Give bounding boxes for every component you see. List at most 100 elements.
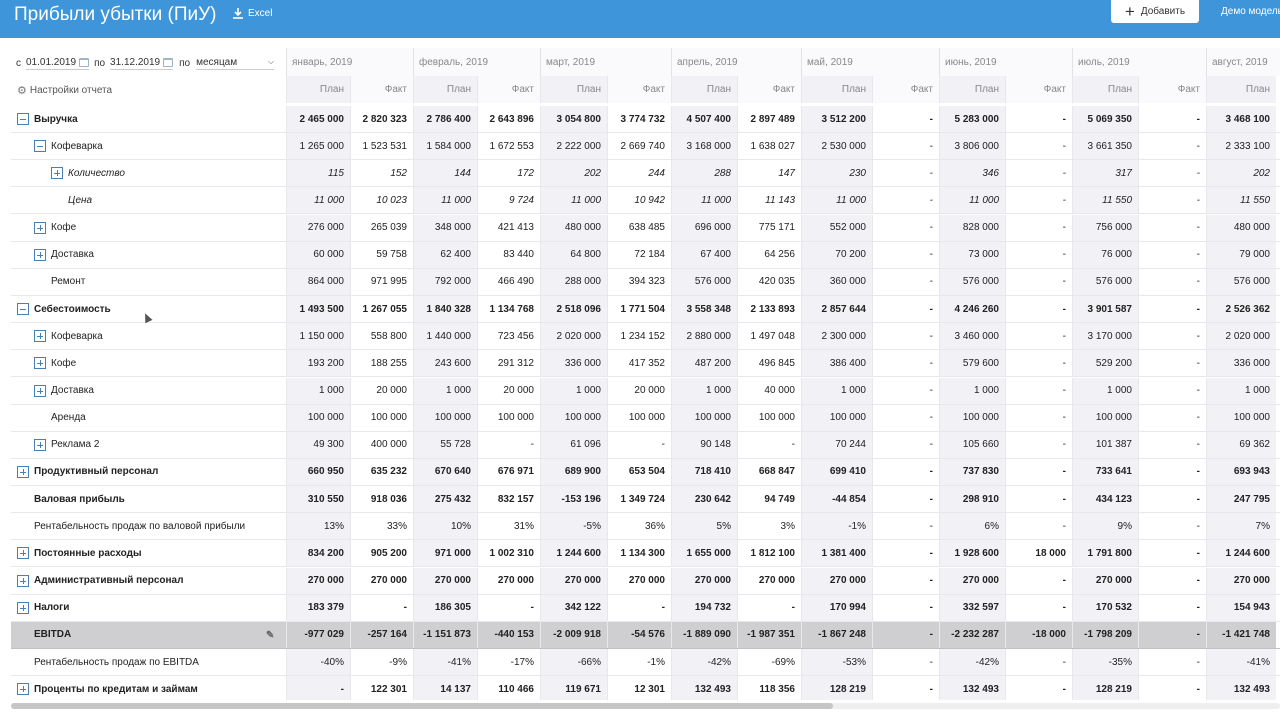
minus-square-icon[interactable] (17, 303, 29, 316)
table-row: Продуктивный персонал 660 950 635 232 670 6… (11, 458, 1280, 486)
plus-square-icon[interactable] (17, 601, 29, 614)
plus-square-icon[interactable] (34, 438, 46, 451)
scrollbar-thumb[interactable] (11, 703, 833, 709)
plan-value: 100 000 (1206, 404, 1276, 431)
plan-value: -42% (671, 649, 737, 675)
plus-square-icon[interactable] (17, 547, 29, 560)
plus-square-icon[interactable] (17, 683, 29, 696)
plan-value: 2 465 000 (286, 106, 350, 132)
plan-value: 11 550 (1072, 187, 1138, 214)
plan-value: 144 (413, 160, 477, 187)
plan-value: 1 000 (671, 377, 737, 404)
table-row: Ремонт 864 000 971 995 792 000 466 490 288 00… (11, 268, 1280, 296)
plan-value: 11 000 (801, 187, 872, 214)
table-row: Проценты по кредитам и займам -122 301 14 … (11, 676, 1280, 700)
plus-square-icon[interactable] (34, 384, 46, 397)
fact-value: - (1005, 458, 1072, 485)
fact-value: 172 (477, 160, 540, 187)
fact-value: - (1138, 296, 1206, 323)
row-name: Реклама 2 (51, 439, 100, 451)
model-selector[interactable]: Демо модель (1221, 6, 1280, 17)
row-name: Проценты по кредитам и займам (34, 683, 198, 695)
plan-value: 718 410 (671, 458, 737, 485)
calendar-icon[interactable] (79, 57, 90, 67)
plan-value: 275 432 (413, 486, 477, 513)
plus-square-icon[interactable] (34, 248, 46, 261)
table-row: Рентабельность продаж по валовой прибыли… (11, 513, 1280, 541)
fact-value: 1 267 055 (350, 296, 413, 323)
fact-value: 1 672 553 (477, 133, 540, 160)
plus-square-icon[interactable] (34, 357, 46, 370)
minus-square-icon[interactable] (34, 140, 46, 153)
plus-square-icon[interactable] (17, 574, 29, 587)
row-label: Выручка (11, 106, 286, 132)
fact-value: - (1005, 296, 1072, 323)
fact-value: - (1138, 513, 1206, 540)
plan-value: 2 880 000 (671, 323, 737, 350)
plan-value: -41% (413, 649, 477, 675)
plan-value: 336 000 (540, 350, 607, 377)
plan-value: -35% (1072, 649, 1138, 675)
plan-value: 737 830 (939, 458, 1005, 485)
plan-value: 105 660 (939, 431, 1005, 458)
plan-value: 434 123 (1072, 486, 1138, 513)
date-from-input[interactable]: 01.01.2019 (26, 57, 90, 70)
plan-column-header: План (540, 76, 607, 103)
plus-square-icon[interactable] (34, 330, 46, 343)
fact-value: 723 456 (477, 323, 540, 350)
fact-value: 36% (607, 513, 671, 540)
plan-value: 270 000 (413, 567, 477, 594)
fact-value: - (1138, 486, 1206, 513)
fact-value: 147 (737, 160, 801, 187)
row-label: Аренда (11, 405, 286, 431)
horizontal-scrollbar[interactable] (11, 703, 1280, 709)
excel-export-button[interactable]: Excel (232, 7, 272, 20)
plan-value: 101 387 (1072, 431, 1138, 458)
plus-square-icon[interactable] (17, 465, 29, 478)
period-value: месяцам (196, 56, 238, 68)
add-button[interactable]: + Добавить (1111, 0, 1199, 23)
plan-value: 756 000 (1072, 214, 1138, 241)
fact-column-header: Факт (350, 76, 413, 103)
plus-square-icon[interactable] (51, 167, 63, 180)
pencil-icon[interactable]: ✎ (266, 629, 275, 641)
fact-value: 10 023 (350, 187, 413, 214)
period-select[interactable]: месяцам ⌵ (196, 56, 275, 70)
plan-value: 4 246 260 (939, 296, 1005, 323)
fact-value: - (1138, 268, 1206, 295)
plan-value: -1 798 209 (1072, 621, 1138, 648)
table-row: Реклама 2 49 300 400 000 55 728-61 096-90 1… (11, 431, 1280, 459)
minus-square-icon[interactable] (17, 113, 29, 125)
plan-value: 864 000 (286, 268, 350, 295)
plan-value: 579 600 (939, 350, 1005, 377)
plan-value: 100 000 (671, 404, 737, 431)
fact-value: 188 255 (350, 350, 413, 377)
row-name: Кофе (51, 357, 77, 369)
fact-value: 668 847 (737, 458, 801, 485)
fact-value: - (872, 458, 939, 485)
plan-value: 689 900 (540, 458, 607, 485)
plan-value: 696 000 (671, 214, 737, 241)
plus-square-icon[interactable] (34, 221, 46, 234)
plan-value: -2 009 918 (540, 621, 607, 648)
fact-value: - (1005, 486, 1072, 513)
fact-column-header: Факт (477, 76, 540, 103)
fact-value: 466 490 (477, 268, 540, 295)
plan-value: 100 000 (939, 404, 1005, 431)
plan-value: - (286, 676, 350, 700)
plan-value: 270 000 (801, 567, 872, 594)
month-header: июнь, 2019 (939, 48, 1072, 76)
report-settings-link[interactable]: ⚙ Настройки отчета (17, 84, 112, 97)
fact-value: - (872, 540, 939, 567)
row-name: Продуктивный персонал (34, 466, 159, 478)
fact-value: - (1138, 458, 1206, 485)
fact-value: 265 039 (350, 214, 413, 241)
fact-value: 918 036 (350, 486, 413, 513)
plan-value: 733 641 (1072, 458, 1138, 485)
fact-value: - (872, 133, 939, 160)
date-to-input[interactable]: 31.12.2019 (110, 57, 174, 70)
plan-value: 115 (286, 160, 350, 187)
fact-value: - (1005, 431, 1072, 458)
plan-value: 2 300 000 (801, 323, 872, 350)
calendar-icon[interactable] (163, 57, 174, 67)
